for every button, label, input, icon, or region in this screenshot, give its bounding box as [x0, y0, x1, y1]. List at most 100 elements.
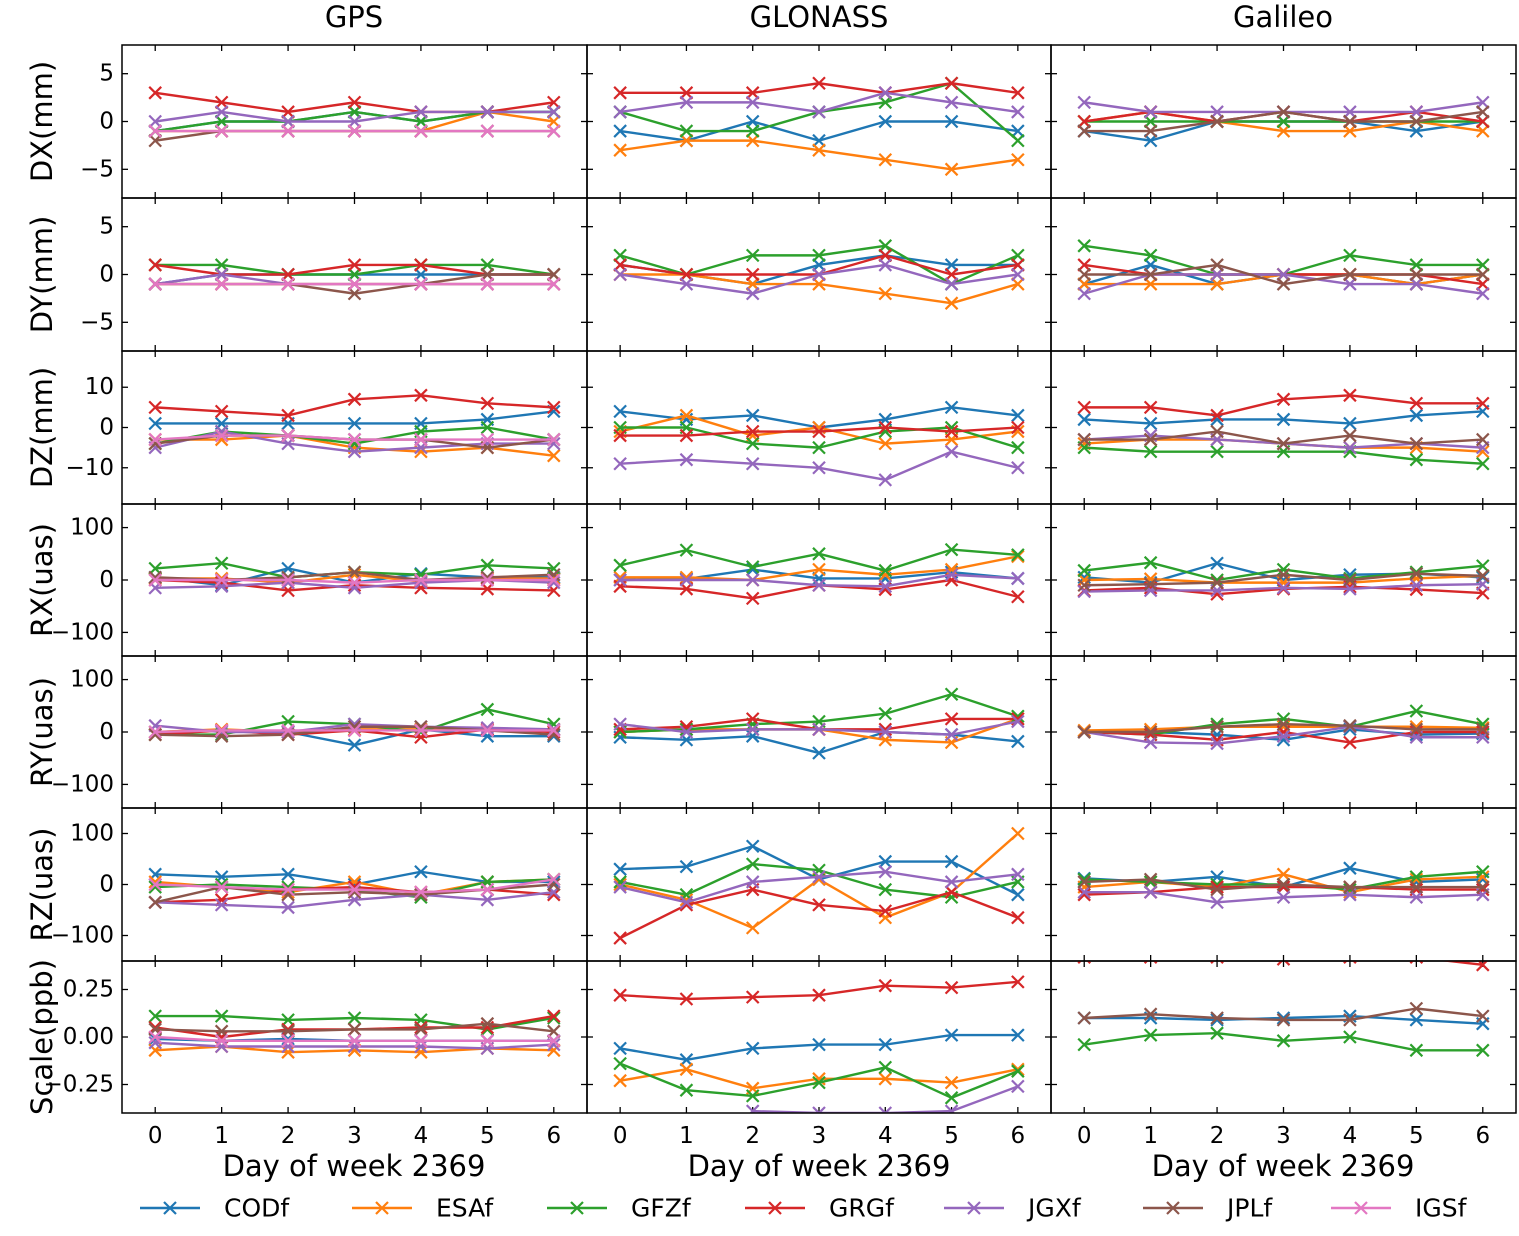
x-axis-labels: Day of week 2369 Day of week 2369 Day of…: [223, 1149, 1415, 1183]
x-axis-label-glonass: Day of week 2369: [688, 1149, 951, 1183]
panel-dy-mm-glonass: [587, 198, 1051, 351]
y-tick-label: 100: [70, 515, 114, 541]
x-tick-label: 5: [1409, 1123, 1424, 1149]
series-group: [614, 240, 1024, 309]
panel-rz-uas-gps: [122, 808, 587, 961]
series-group: [149, 389, 560, 461]
series-group: [1078, 557, 1489, 600]
legend: CODf ESAf GFZf GRGf JGXf JPLf IGSf: [140, 1194, 1468, 1223]
data-point-codf: [1012, 889, 1024, 901]
panel-dz-mm-glonass: [587, 351, 1051, 504]
x-tick-label: 3: [1276, 1123, 1291, 1149]
series-line-codf: [620, 1035, 1018, 1060]
y-tick-label: −5: [80, 156, 114, 182]
data-point-gfzf: [946, 1092, 958, 1104]
data-point-gfzf: [1012, 442, 1024, 454]
column-title-galileo: Galileo: [1233, 0, 1333, 34]
y-tick-label: 0: [99, 719, 114, 745]
x-tick-label: 3: [347, 1123, 362, 1149]
panel-frame: [1051, 961, 1516, 1113]
series-line-jplf: [155, 436, 554, 448]
series-line-codf: [1084, 411, 1483, 423]
series-line-jgxf: [620, 93, 1018, 112]
panel-rx-uas-galileo: [1051, 504, 1516, 656]
x-tick-label: 4: [1343, 1123, 1358, 1149]
series-group: [614, 828, 1024, 945]
y-tick-label: −100: [51, 771, 114, 797]
x-axis-label-gps: Day of week 2369: [223, 1149, 486, 1183]
y-tick-label: 100: [70, 667, 114, 693]
series-group: [1078, 240, 1489, 300]
series-group: [614, 401, 1024, 485]
panel-scale-ppb-glonass: [587, 961, 1051, 1119]
legend-label-gfzf: GFZf: [631, 1194, 692, 1223]
legend-label-jgxf: JGXf: [1026, 1194, 1082, 1223]
panel-frame: [587, 961, 1051, 1113]
y-tick-label: −5: [80, 309, 114, 335]
x-tick-label: 5: [944, 1123, 959, 1149]
y-tick-label: 0.00: [63, 1024, 114, 1050]
panel-dy-mm-gps: [122, 198, 587, 351]
legend-item-igsf: IGSf: [1331, 1194, 1468, 1223]
x-tick-label: 1: [214, 1123, 229, 1149]
panel-frame: [1051, 351, 1516, 504]
legend-item-codf: CODf: [140, 1194, 290, 1223]
series-group: [149, 703, 560, 751]
panel-dy-mm-galileo: [1051, 198, 1516, 351]
panel-dz-mm-galileo: [1051, 351, 1516, 504]
y-tick-label: 0: [99, 262, 114, 288]
x-tick-label: 4: [414, 1123, 429, 1149]
series-group: [614, 976, 1024, 1119]
data-point-grgf: [614, 932, 626, 944]
x-tick-label: 4: [878, 1123, 893, 1149]
series-line-jplf: [1084, 432, 1483, 444]
series-group: [149, 866, 560, 914]
series-line-jgxf: [620, 452, 1018, 480]
panel-rx-uas-glonass: [587, 504, 1051, 656]
x-tick-label: 6: [546, 1123, 561, 1149]
y-tick-label: 5: [99, 214, 114, 240]
y-tick-label: 0: [99, 415, 114, 441]
data-point-jgxf: [1012, 1080, 1024, 1092]
figure: GPS GLONASS Galileo DX(mm) −505DY(mm) −505…: [0, 0, 1519, 1236]
legend-label-esaf: ESAf: [436, 1194, 494, 1223]
x-axis-label-galileo: Day of week 2369: [1152, 1149, 1415, 1183]
y-axis-label-dy-mm: DY(mm): [25, 216, 59, 334]
series-group: [1078, 862, 1489, 908]
legend-item-grgf: GRGf: [745, 1194, 895, 1223]
x-tick-label: 6: [1475, 1123, 1490, 1149]
y-tick-label: −100: [51, 923, 114, 949]
y-tick-label: 0.25: [63, 977, 114, 1003]
y-axis-label-dx-mm: DX(mm): [25, 61, 59, 182]
panel-frame: [587, 808, 1051, 961]
y-tick-label: −100: [51, 619, 114, 645]
y-tick-label: 5: [99, 61, 114, 87]
series-line-gfzf: [1084, 448, 1483, 464]
x-tick-label: 0: [148, 1123, 163, 1149]
x-tick-label: 3: [812, 1123, 827, 1149]
panel-rx-uas-gps: [122, 504, 587, 656]
series-line-jgxf: [1084, 436, 1483, 448]
panel-scale-ppb-gps: [122, 961, 587, 1113]
series-group: [1078, 705, 1489, 749]
data-point-gfzf: [614, 1058, 626, 1070]
data-point-esaf: [1012, 828, 1024, 840]
panel-rz-uas-glonass: [587, 808, 1051, 961]
y-tick-label: −0.25: [44, 1072, 114, 1098]
legend-item-jgxf: JGXf: [944, 1194, 1082, 1223]
series-group: [149, 557, 560, 596]
data-point-gfzf: [1012, 135, 1024, 147]
column-title-gps: GPS: [325, 0, 383, 34]
x-tick-label: 6: [1011, 1123, 1026, 1149]
legend-label-igsf: IGSf: [1415, 1194, 1468, 1223]
series-line-codf: [620, 732, 1018, 753]
panel-ry-uas-galileo: [1051, 656, 1516, 808]
panel-dz-mm-gps: [122, 351, 587, 504]
series-group: [614, 77, 1024, 175]
legend-label-grgf: GRGf: [829, 1194, 895, 1223]
series-group: [614, 544, 1024, 605]
x-tick-label: 2: [281, 1123, 296, 1149]
legend-label-jplf: JPLf: [1225, 1194, 1273, 1223]
x-tick-label: 2: [1210, 1123, 1225, 1149]
